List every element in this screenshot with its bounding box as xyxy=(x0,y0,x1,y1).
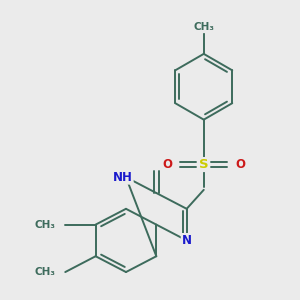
Text: S: S xyxy=(199,158,208,171)
Text: CH₃: CH₃ xyxy=(35,267,56,277)
Text: O: O xyxy=(236,158,245,171)
Text: CH₃: CH₃ xyxy=(193,22,214,32)
Text: N: N xyxy=(182,234,192,247)
Text: NH: NH xyxy=(113,171,133,184)
Text: O: O xyxy=(162,158,172,171)
Text: O: O xyxy=(163,158,173,171)
Text: CH₃: CH₃ xyxy=(35,220,56,230)
